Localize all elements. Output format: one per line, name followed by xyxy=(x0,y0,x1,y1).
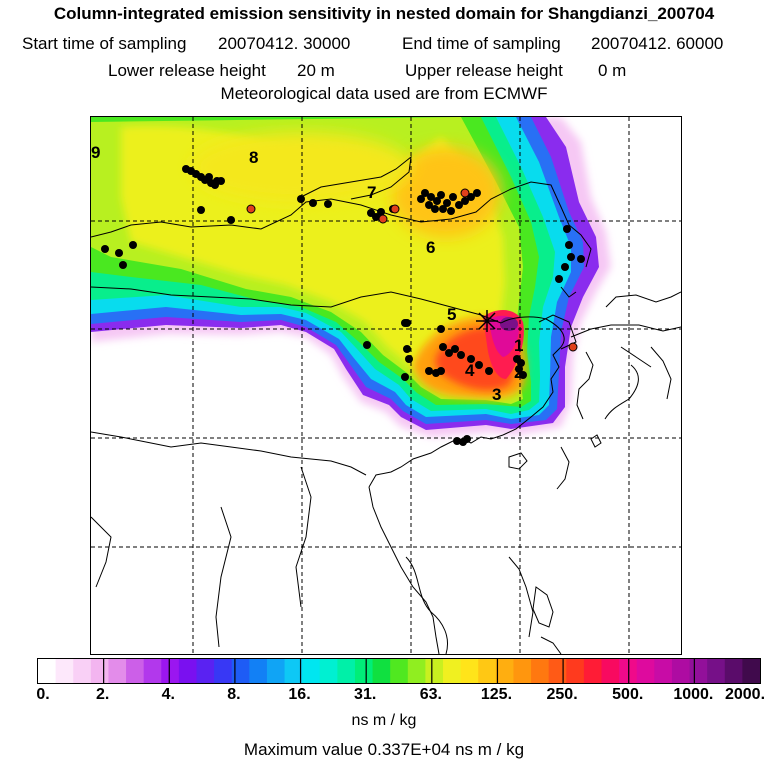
cluster-label-9: 9 xyxy=(91,143,100,162)
fire-dots xyxy=(101,165,585,446)
colorbar-label: 4. xyxy=(161,686,175,703)
colorbar-cell xyxy=(654,659,673,683)
colorbar-cell xyxy=(443,659,462,683)
met-data-note: Meteorological data used are from ECMWF xyxy=(220,84,548,103)
colorbar-cell xyxy=(38,659,57,683)
colorbar-cell xyxy=(601,659,620,683)
end-time-value: 20070412. 60000 xyxy=(591,34,724,53)
colorbar-cell xyxy=(531,659,550,683)
colorbar-cell xyxy=(425,659,444,683)
colorbar-cell xyxy=(372,659,391,683)
colorbar-cell xyxy=(407,659,427,683)
start-time-label: Start time of sampling xyxy=(22,34,187,53)
colorbar-cell xyxy=(249,659,268,683)
colorbar-cell xyxy=(284,659,303,683)
lower-release-value: 20 m xyxy=(297,61,335,80)
upper-release-label: Upper release height xyxy=(405,61,563,80)
colorbar-label: 250. xyxy=(546,686,578,703)
colorbar-cell xyxy=(671,659,691,683)
colorbar-cell xyxy=(337,659,356,683)
colorbar-cell xyxy=(161,659,180,683)
cluster-label-2: 2 xyxy=(514,363,523,382)
colorbar-cell xyxy=(707,659,726,683)
colorbar-label: 0. xyxy=(36,686,50,703)
colorbar-label: 1000. xyxy=(673,686,714,703)
colorbar-cell xyxy=(90,659,110,683)
map-panel: 1 2 3 4 5 6 7 8 9 xyxy=(90,116,682,655)
colorbar-cell xyxy=(513,659,532,683)
cluster-label-1: 1 xyxy=(514,336,523,355)
colorbar-label: 2000. xyxy=(724,686,766,703)
colorbar-label: 8. xyxy=(227,686,241,703)
cluster-label-4: 4 xyxy=(465,361,475,380)
colorbar-cell xyxy=(583,659,603,683)
cluster-labels: 1 2 3 4 5 6 7 8 9 xyxy=(91,143,523,404)
graticule xyxy=(91,117,681,654)
colorbar-cell xyxy=(636,659,655,683)
colorbar-label: 63. xyxy=(419,686,442,703)
sensitivity-map: 1 2 3 4 5 6 7 8 9 xyxy=(91,117,681,654)
colorbar-cell xyxy=(742,659,760,683)
colorbar-label: 2. xyxy=(95,686,110,703)
colorbar-cell xyxy=(231,659,250,683)
colorbar-label: 125. xyxy=(480,686,513,703)
colorbar-cell xyxy=(319,659,338,683)
colorbar-cell xyxy=(354,659,374,683)
lower-release-label: Lower release height xyxy=(108,61,266,80)
cluster-label-5: 5 xyxy=(447,305,456,324)
colorbar-cell xyxy=(214,659,233,683)
cluster-label-6: 6 xyxy=(426,238,435,257)
colorbar-cell xyxy=(566,659,585,683)
colorbar-cell xyxy=(108,659,127,683)
colorbar-cell xyxy=(460,659,479,683)
plot-title: Column-integrated emission sensitivity i… xyxy=(53,4,715,23)
colorbar-cell xyxy=(724,659,743,683)
colorbar xyxy=(37,658,761,684)
coastlines-borders xyxy=(91,155,681,654)
star-marker xyxy=(476,310,498,332)
colorbar-cell xyxy=(143,659,162,683)
colorbar-cell xyxy=(55,659,74,683)
colorbar-cell xyxy=(689,659,708,683)
upper-release-value: 0 m xyxy=(598,61,627,80)
cluster-label-7: 7 xyxy=(367,183,376,202)
cluster-label-3: 3 xyxy=(492,385,501,404)
colorbar-cell xyxy=(548,659,567,683)
sensitivity-field xyxy=(91,117,611,437)
highlight-dots xyxy=(246,188,578,352)
colorbar-cell xyxy=(266,659,286,683)
colorbar-label: 31. xyxy=(354,686,377,703)
maximum-value: Maximum value 0.337E+04 ns m / kg xyxy=(243,740,525,759)
colorbar-cell xyxy=(495,659,515,683)
end-time-label: End time of sampling xyxy=(402,34,561,53)
colorbar-cell xyxy=(478,659,497,683)
colorbar-cell xyxy=(178,659,198,683)
colorbar-units: ns m / kg xyxy=(351,712,417,729)
colorbar-cell xyxy=(196,659,215,683)
colorbar-cell xyxy=(126,659,145,683)
colorbar-label: 16. xyxy=(288,686,311,703)
colorbar-cell xyxy=(390,659,409,683)
colorbar-cell xyxy=(302,659,321,683)
start-time-value: 20070412. 30000 xyxy=(218,34,351,53)
colorbar-label: 500. xyxy=(612,686,644,703)
colorbar-cell xyxy=(73,659,92,683)
cluster-label-8: 8 xyxy=(249,148,258,167)
